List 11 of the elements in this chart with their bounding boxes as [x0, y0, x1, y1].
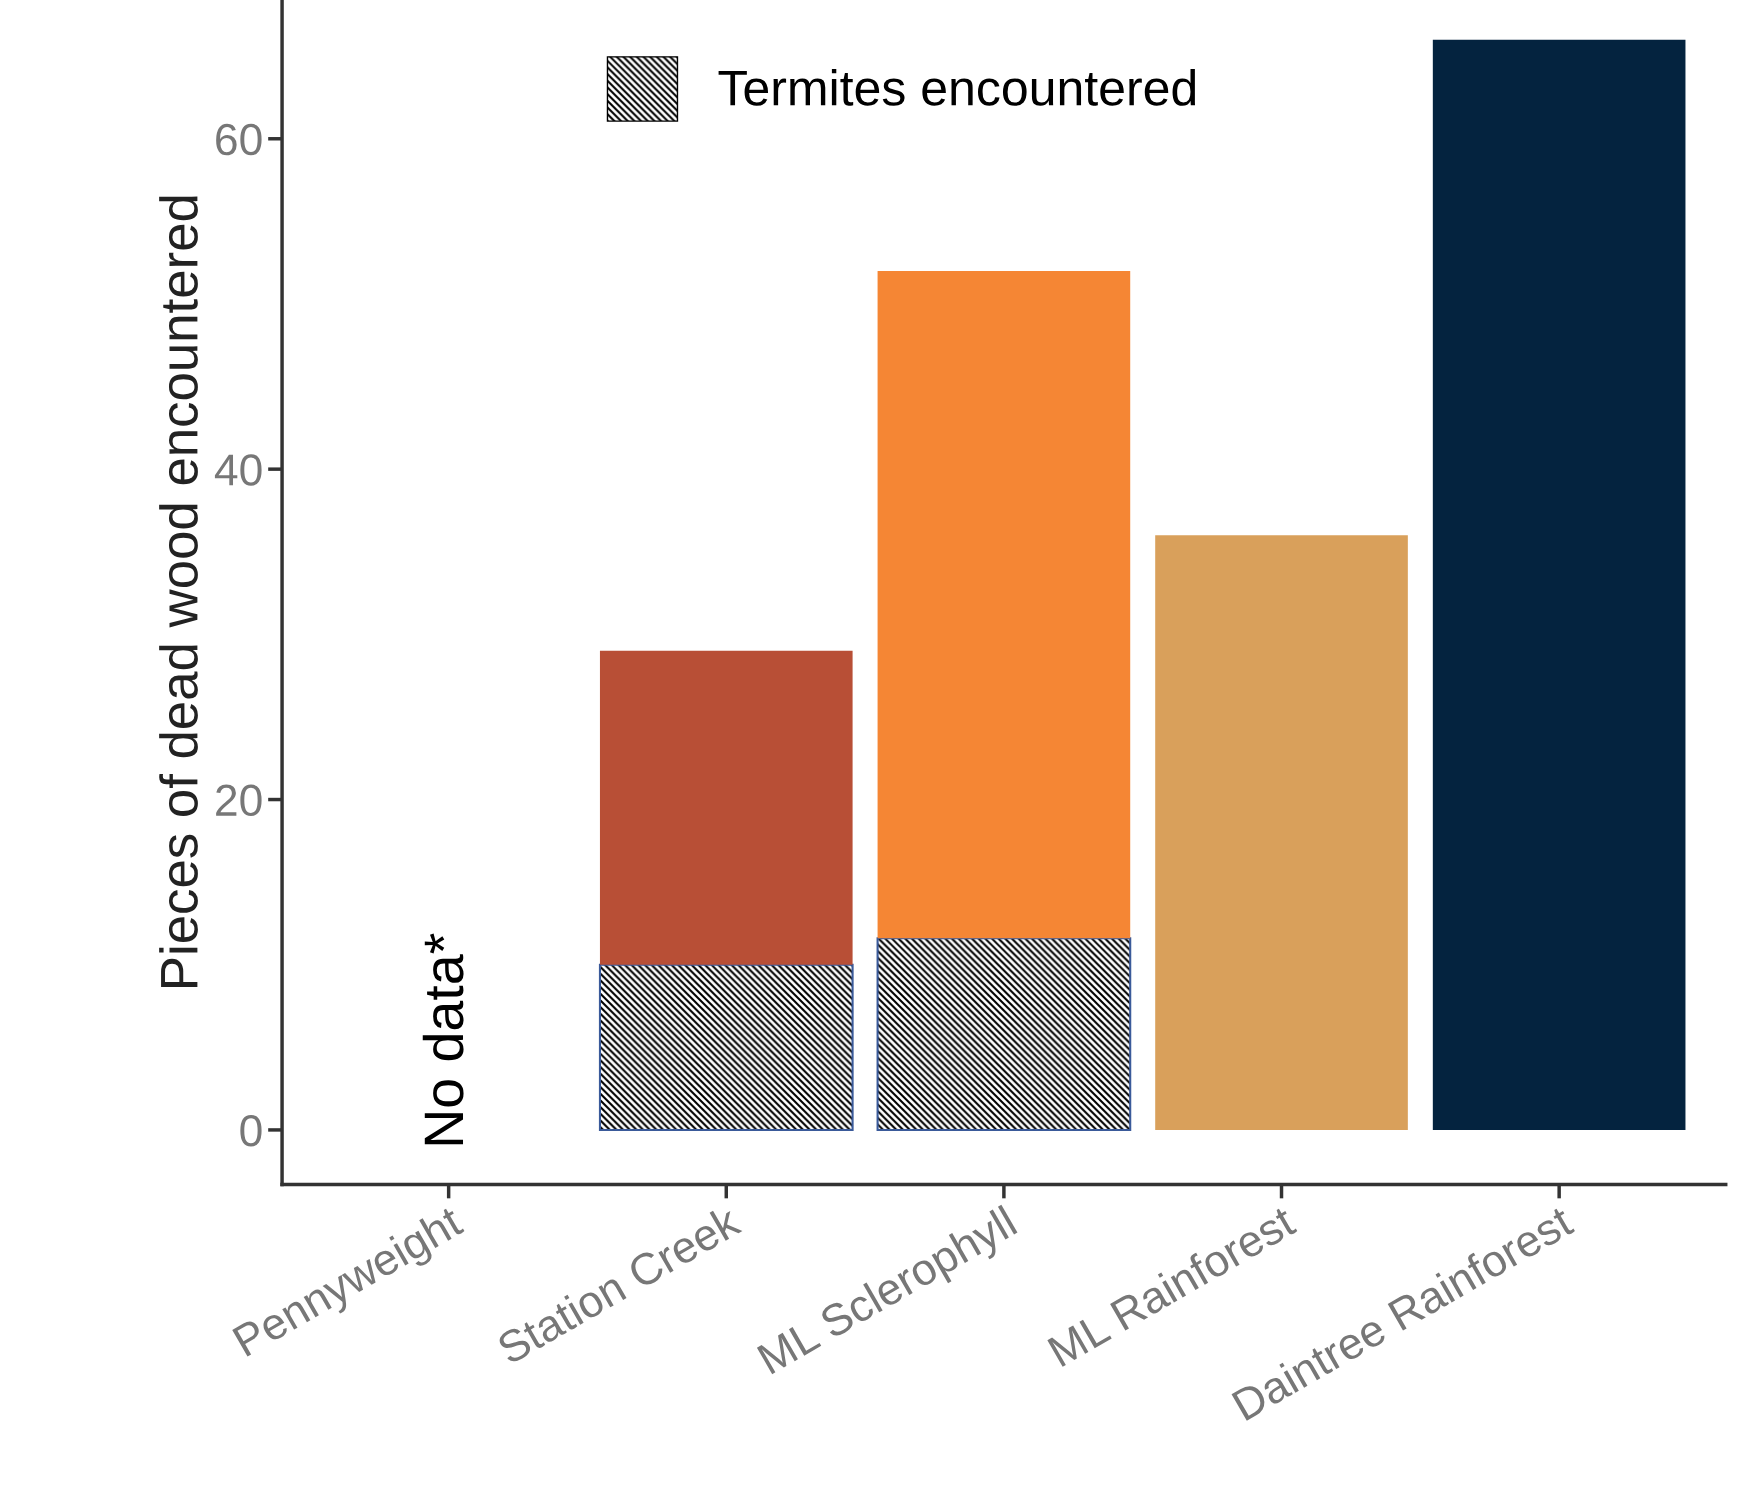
bar — [1155, 535, 1408, 1130]
legend-label: Termites encountered — [718, 69, 1196, 106]
y-tick-label: 60 — [216, 123, 262, 156]
y-tick-label: 40 — [214, 454, 262, 486]
annotation: No data* — [422, 933, 464, 1145]
bar — [877, 270, 1131, 939]
y-tick-label: 0 — [240, 1115, 262, 1147]
bar — [1432, 39, 1686, 1130]
bar — [599, 650, 853, 965]
y-axis-title: Pieces of dead wood encountered — [159, 196, 198, 987]
y-tick-label: 20 — [216, 784, 262, 817]
